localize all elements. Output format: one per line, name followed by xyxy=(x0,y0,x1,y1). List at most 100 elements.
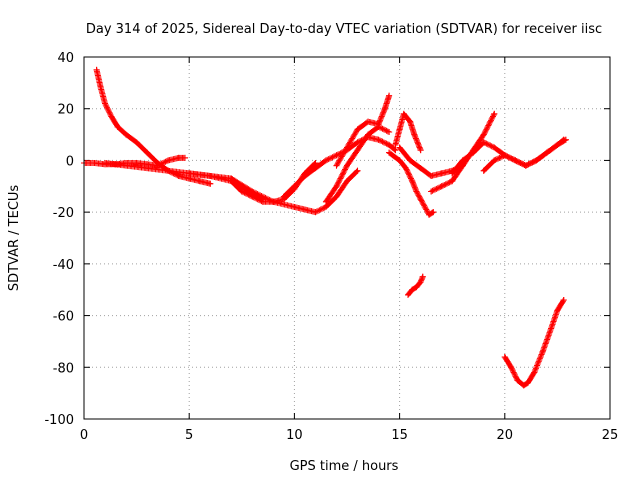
data-point xyxy=(531,369,538,376)
data-point xyxy=(365,118,372,125)
data-point xyxy=(123,162,130,169)
data-point xyxy=(322,203,329,210)
data-point xyxy=(91,160,98,167)
data-point xyxy=(97,85,104,92)
data-point xyxy=(413,188,420,195)
data-point xyxy=(207,180,214,187)
data-point xyxy=(354,139,361,146)
x-tick-label: 10 xyxy=(286,428,303,443)
data-point xyxy=(181,154,188,161)
data-point xyxy=(93,66,100,73)
x-tick-label: 15 xyxy=(391,428,408,443)
chart-title: Day 314 of 2025, Sidereal Day-to-day VTE… xyxy=(86,22,602,37)
data-point xyxy=(392,147,399,154)
x-tick-label: 25 xyxy=(602,428,619,443)
data-point xyxy=(402,165,409,172)
data-point xyxy=(322,157,329,164)
data-point xyxy=(386,128,393,135)
data-series xyxy=(81,66,569,389)
series-arc-3 xyxy=(102,160,266,203)
data-point xyxy=(133,160,140,167)
data-point xyxy=(491,157,498,164)
data-point xyxy=(480,131,487,138)
x-tick-label: 20 xyxy=(497,428,514,443)
series-arc-8 xyxy=(333,92,393,169)
x-axis-label: GPS time / hours xyxy=(290,459,399,474)
data-point xyxy=(539,348,546,355)
data-point-markers xyxy=(428,110,498,195)
data-point-markers xyxy=(102,160,266,203)
data-point xyxy=(396,144,403,151)
data-point xyxy=(312,165,319,172)
data-point xyxy=(102,100,109,107)
y-tick-label: -60 xyxy=(53,310,74,325)
data-point xyxy=(144,165,151,172)
data-point xyxy=(322,198,329,205)
data-point xyxy=(508,364,515,371)
data-point xyxy=(165,157,172,164)
data-point xyxy=(514,377,521,384)
data-point xyxy=(405,291,412,298)
data-point xyxy=(365,131,372,138)
data-point xyxy=(438,183,445,190)
data-point xyxy=(333,183,340,190)
data-point xyxy=(548,325,555,332)
data-point xyxy=(144,149,151,156)
data-point xyxy=(238,188,245,195)
data-point xyxy=(554,141,561,148)
data-point xyxy=(375,136,382,143)
data-point xyxy=(386,149,393,156)
data-point xyxy=(417,147,424,154)
data-point xyxy=(491,110,498,117)
data-point xyxy=(413,284,420,291)
data-point xyxy=(259,198,266,205)
data-point xyxy=(270,198,277,205)
data-point xyxy=(396,157,403,164)
data-point xyxy=(228,175,235,182)
data-point xyxy=(520,382,527,389)
data-point-markers xyxy=(392,110,424,154)
data-point-markers xyxy=(333,92,393,169)
data-point xyxy=(186,170,193,177)
data-point xyxy=(428,172,435,179)
data-point xyxy=(312,209,319,216)
data-point xyxy=(354,126,361,133)
data-point xyxy=(375,121,382,128)
data-point-markers xyxy=(322,123,393,205)
y-tick-label: 20 xyxy=(57,103,74,118)
series-arc-7 xyxy=(322,123,393,205)
data-point xyxy=(344,144,350,151)
y-tick-label: 0 xyxy=(66,154,74,169)
series-arc-12 xyxy=(428,110,498,195)
data-point xyxy=(291,183,298,190)
data-point xyxy=(354,147,361,154)
data-point xyxy=(396,126,403,133)
data-point xyxy=(428,188,435,195)
data-point xyxy=(291,203,298,210)
data-point xyxy=(409,286,416,293)
series-arc-5 xyxy=(228,167,361,216)
data-point xyxy=(333,152,340,159)
data-point xyxy=(114,123,121,130)
data-point xyxy=(417,278,424,285)
data-point xyxy=(459,157,466,164)
data-point xyxy=(381,105,388,112)
data-point xyxy=(392,141,399,148)
data-point xyxy=(560,297,567,304)
data-point xyxy=(554,307,561,314)
data-point xyxy=(400,110,407,117)
data-point xyxy=(407,157,414,164)
data-point xyxy=(501,353,508,360)
data-point xyxy=(123,131,130,138)
data-point xyxy=(133,139,140,146)
data-point xyxy=(386,92,393,99)
series-arc-9 xyxy=(386,149,437,218)
plot-frame xyxy=(83,56,611,420)
data-point xyxy=(409,178,416,185)
data-point xyxy=(543,149,550,156)
data-point xyxy=(512,157,519,164)
data-point xyxy=(533,157,540,164)
data-point xyxy=(411,131,418,138)
data-point xyxy=(344,178,350,185)
